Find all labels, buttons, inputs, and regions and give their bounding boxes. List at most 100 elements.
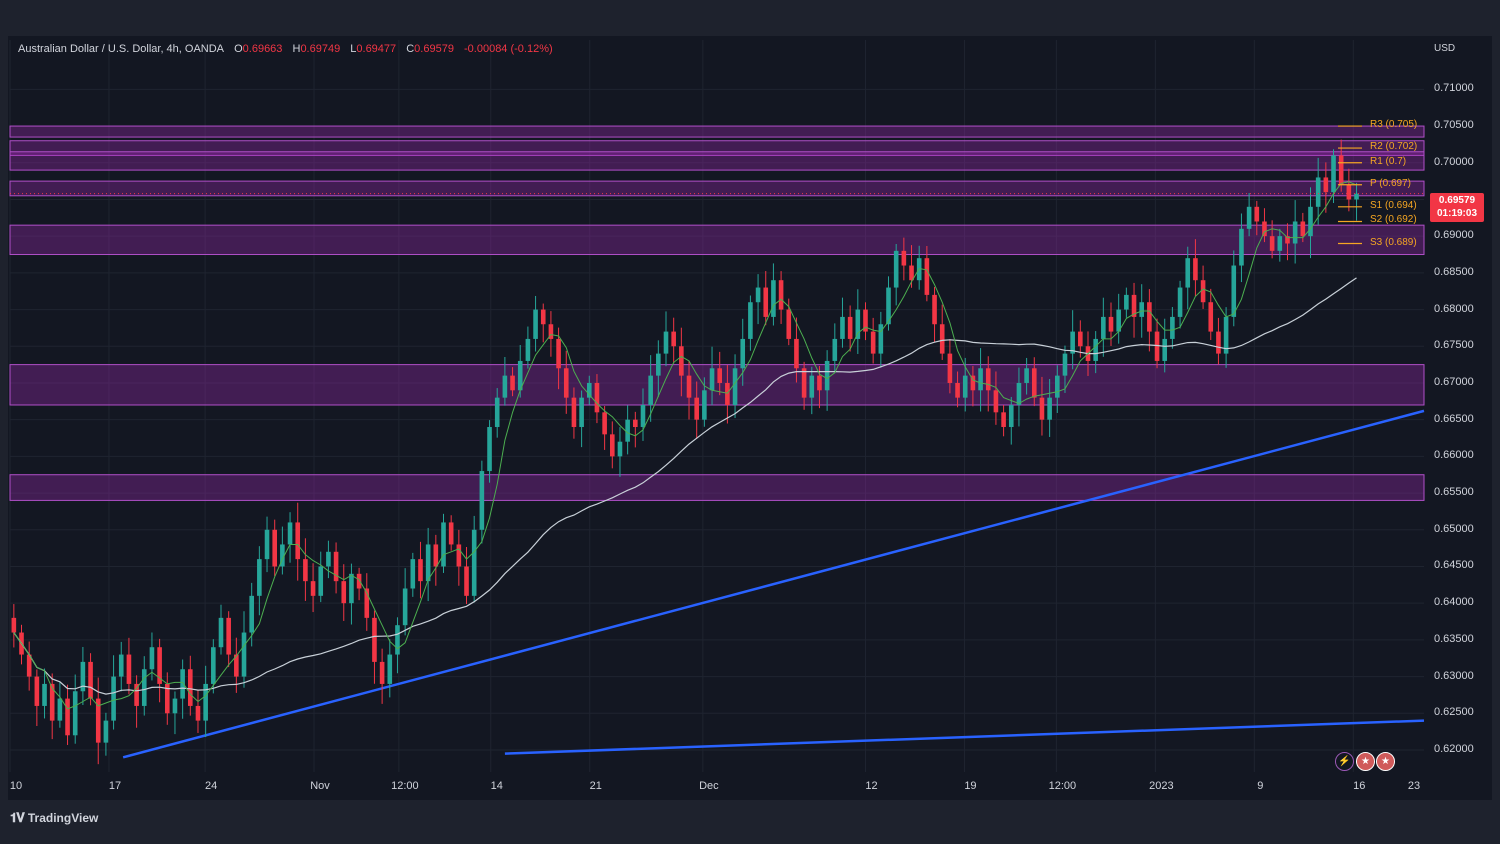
candle-body	[932, 294, 937, 325]
x-tick-label: 9	[1257, 780, 1264, 792]
candle-body	[1001, 412, 1006, 428]
candle-body	[441, 522, 446, 567]
candle-body	[847, 316, 853, 339]
pivot-label: S3 (0.689)	[1370, 236, 1417, 248]
candle-body	[1024, 368, 1029, 383]
candle-body	[1055, 375, 1060, 398]
candle-body	[333, 551, 339, 582]
candle-body	[978, 368, 983, 391]
candle-body	[525, 338, 531, 361]
change-value: -0.00084 (-0.12%)	[464, 43, 553, 55]
candle-body	[188, 669, 193, 706]
tradingview-logo-text: TradingView	[27, 811, 99, 825]
candle-body	[234, 654, 239, 677]
candle-body	[633, 419, 638, 428]
us-flag-icon[interactable]: ★	[1376, 752, 1395, 771]
candle-body	[671, 331, 676, 347]
candle-body	[602, 412, 607, 435]
x-tick-label: 16	[1353, 780, 1366, 792]
candle-body	[494, 397, 500, 428]
pivot-label: S1 (0.694)	[1370, 199, 1417, 211]
candle-body	[1154, 331, 1160, 361]
candle-body	[801, 368, 807, 398]
candle-body	[832, 338, 838, 361]
candle-body	[694, 397, 699, 420]
bar-countdown: 01:19:03	[1436, 208, 1478, 219]
candle-body	[540, 309, 546, 325]
tradingview-logo[interactable]: 𝟏𝐕 TradingView	[10, 810, 98, 826]
candle-body	[471, 529, 477, 596]
candle-body	[1246, 206, 1252, 229]
candle-body	[1139, 302, 1145, 317]
x-tick-label: 12	[865, 780, 878, 792]
close-value: 0.69579	[414, 43, 454, 55]
y-tick-label: 0.63500	[1434, 632, 1474, 645]
low-label: L	[350, 43, 357, 55]
candle-body	[609, 434, 615, 457]
candle-body	[817, 375, 822, 391]
candle-body	[164, 683, 170, 714]
candle-body	[1300, 221, 1306, 237]
candle-body	[395, 625, 400, 655]
candle-body	[563, 368, 569, 398]
candle-body	[1292, 221, 1298, 244]
candle-body	[1108, 316, 1114, 332]
candle-body	[80, 661, 86, 692]
candle-body	[172, 698, 178, 714]
last-price-tag: 0.69579 01:19:03	[1430, 193, 1484, 222]
candle-body	[180, 669, 185, 699]
candle-body	[625, 419, 630, 442]
x-tick-label: 12:00	[391, 780, 419, 792]
candle-body	[157, 647, 162, 684]
candle-body	[786, 309, 792, 339]
candle-body	[855, 309, 861, 339]
trendline	[504, 719, 1425, 755]
pivot-label: R1 (0.7)	[1370, 155, 1407, 167]
candle-body	[740, 338, 746, 369]
candle-body	[886, 287, 891, 325]
candle-body	[533, 309, 538, 339]
candle-body	[1331, 155, 1336, 193]
y-tick-label: 0.66000	[1434, 449, 1474, 462]
candle-body	[111, 676, 116, 721]
candle-body	[1223, 316, 1229, 354]
candle-body	[1177, 287, 1183, 317]
candle-body	[909, 265, 914, 281]
currency-label[interactable]: USD	[1434, 43, 1456, 54]
candle-body	[310, 581, 316, 596]
y-tick-label: 0.64000	[1434, 596, 1474, 609]
symbol-title[interactable]: Australian Dollar / U.S. Dollar, 4h, OAN…	[18, 43, 225, 55]
candle-body	[257, 559, 262, 596]
candle-body	[1323, 177, 1329, 193]
candle-body	[863, 309, 868, 332]
high-value: 0.69749	[300, 43, 341, 55]
candle-body	[218, 617, 224, 648]
candle-body	[141, 669, 147, 706]
candle-body	[1269, 236, 1275, 251]
y-tick-label: 0.67000	[1434, 375, 1474, 388]
y-tick-label: 0.66500	[1434, 412, 1474, 425]
y-tick-label: 0.62500	[1434, 706, 1474, 719]
candle-body	[149, 647, 155, 670]
x-tick-label: 19	[964, 780, 977, 792]
pivot-label: R2 (0.702)	[1370, 141, 1418, 153]
candle-body	[134, 683, 139, 706]
candle-body	[479, 471, 485, 530]
candle-body	[548, 324, 554, 339]
candle-body	[1116, 309, 1121, 332]
candle-body	[878, 324, 884, 354]
candle-body	[702, 390, 707, 420]
candle-body	[195, 705, 201, 721]
moving-average-slow	[13, 277, 1357, 695]
open-value: 0.69663	[242, 43, 283, 55]
us-flag-icon[interactable]: ★	[1356, 752, 1375, 771]
candle-body	[517, 360, 523, 391]
lightning-icon[interactable]: ⚡	[1335, 752, 1354, 771]
y-tick-label: 0.68500	[1434, 265, 1474, 278]
candle-body	[840, 316, 845, 339]
candle-body	[249, 595, 254, 633]
candle-body	[1208, 302, 1214, 332]
candle-body	[1162, 338, 1168, 361]
x-tick-label: 2023	[1149, 780, 1174, 792]
